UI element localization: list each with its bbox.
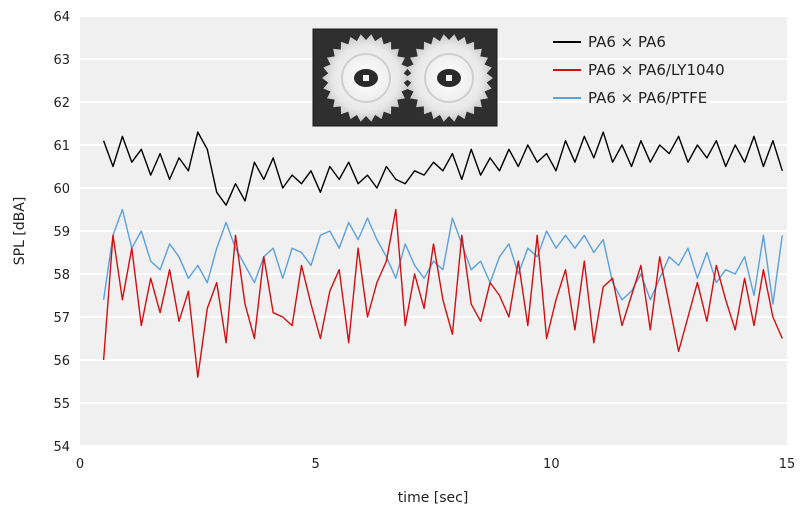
x-tick-label: 15 — [779, 457, 796, 472]
x-tick-label: 0 — [76, 457, 84, 472]
x-axis-title: time [sec] — [398, 490, 469, 506]
y-tick-label: 60 — [53, 182, 70, 197]
y-tick-label: 55 — [53, 397, 70, 412]
y-tick-label: 59 — [53, 225, 70, 240]
gear-right-icon — [405, 34, 493, 122]
legend-label: PA6 × PA6/PTFE — [588, 89, 707, 107]
gear-rim — [424, 53, 474, 103]
legend-label: PA6 × PA6 — [588, 33, 666, 51]
series-line — [102, 208, 783, 378]
y-tick-label: 63 — [53, 53, 70, 68]
legend-item: PA6 × PA6/PTFE — [553, 89, 707, 107]
y-tick-label: 62 — [53, 96, 70, 111]
gear-key — [446, 75, 452, 81]
y-tick-label: 58 — [53, 268, 70, 283]
gears-photo — [312, 28, 498, 127]
gear-left-icon — [322, 34, 410, 122]
x-tick-label: 5 — [312, 457, 320, 472]
y-tick-label: 57 — [53, 311, 70, 326]
series-line — [102, 131, 783, 206]
y-tick-label: 61 — [53, 139, 70, 154]
gear-key — [363, 75, 369, 81]
x-tick-label: 10 — [543, 457, 560, 472]
y-tick-label: 64 — [53, 10, 70, 25]
y-tick-labels: 54 55 56 57 58 59 60 61 62 63 64 — [53, 10, 70, 455]
gear-rim — [341, 53, 391, 103]
y-tick-label: 54 — [53, 440, 70, 455]
y-tick-label: 56 — [53, 354, 70, 369]
series-lines — [102, 131, 783, 378]
x-tick-labels: 0 5 10 15 — [76, 457, 795, 472]
legend-item: PA6 × PA6 — [553, 33, 666, 51]
series-line — [102, 208, 783, 305]
legend-item: PA6 × PA6/LY1040 — [553, 61, 725, 79]
legend-label: PA6 × PA6/LY1040 — [588, 61, 725, 79]
legend: PA6 × PA6 PA6 × PA6/LY1040 PA6 × PA6/PTF… — [553, 33, 725, 107]
y-axis-title: SPL [dBA] — [12, 197, 28, 266]
